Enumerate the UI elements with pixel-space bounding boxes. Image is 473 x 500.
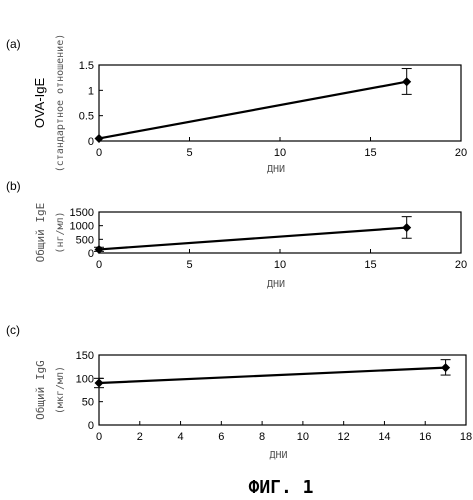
panel-1-xtick-label: 20 <box>455 147 467 159</box>
panel-3-ytick-label: 50 <box>82 397 94 409</box>
panel-2-ylabel-units: (нг/мл) <box>55 211 66 253</box>
panel-3-xtick-label: 2 <box>137 431 143 443</box>
panel-2-data-point <box>402 223 412 233</box>
panel-2-data-point <box>94 244 104 254</box>
panel-3-xtick-label: 10 <box>297 431 309 443</box>
panel-1-label: (a) <box>6 37 21 51</box>
panel-3-xtick-label: 4 <box>177 431 183 443</box>
panel-3-xtick-label: 16 <box>419 431 431 443</box>
panel-2-ylabel: Общий IgE <box>34 203 47 263</box>
panel-3-xlabel: ДНИ <box>269 450 287 461</box>
panel-1-data-point <box>402 77 412 87</box>
panel-2-series-line <box>98 226 407 251</box>
panel-3-label: (c) <box>6 323 20 337</box>
panel-3-xtick-label: 0 <box>96 431 102 443</box>
panel-3-data-point <box>441 363 451 373</box>
panel-3-xtick-label: 12 <box>338 431 350 443</box>
panel-3-xtick-label: 8 <box>259 431 265 443</box>
panel-2-xtick-label: 20 <box>455 259 467 271</box>
panel-1-data-point <box>94 133 104 143</box>
panel-1-ytick-label: 1 <box>88 85 94 97</box>
panel-2-ytick-label: 1500 <box>70 207 94 219</box>
panel-3-frame <box>98 354 467 426</box>
panel-2-ytick-label: 0 <box>88 248 94 260</box>
panel-1-xtick-label: 15 <box>364 147 376 159</box>
panel-2-ytick-label: 500 <box>76 234 94 246</box>
panel-1-ylabel: OVA-IgE <box>32 78 47 129</box>
panel-1-xlabel: ДНИ <box>267 164 285 175</box>
panel-1-ytick-label: 0 <box>88 136 94 148</box>
panel-1-xtick-label: 0 <box>96 147 102 159</box>
panel-2-xtick-label: 0 <box>96 259 102 271</box>
panel-3-xtick-label: 6 <box>218 431 224 443</box>
panel-3-ytick-label: 100 <box>76 373 94 385</box>
panel-3-data-point <box>94 378 104 388</box>
panel-3-ytick-label: 150 <box>76 350 94 362</box>
panel-2-xtick-label: 10 <box>274 259 286 271</box>
panel-3-ylabel-units: (мкг/мл) <box>55 366 66 414</box>
panel-3-series-line <box>98 366 446 385</box>
panel-1-series-line <box>98 80 407 140</box>
panel-3-xtick-label: 18 <box>460 431 472 443</box>
panel-1-xtick-label: 10 <box>274 147 286 159</box>
panel-3-ylabel: Общий IgG <box>34 360 47 420</box>
panel-2-xtick-label: 15 <box>364 259 376 271</box>
figure-caption: ФИГ. 1 <box>248 477 313 498</box>
panel-1-ylabel-units: (стандартное отношение) <box>55 34 66 172</box>
panel-1-ytick-label: 1.5 <box>79 60 94 72</box>
panel-3-xtick-label: 14 <box>378 431 390 443</box>
panel-2-label: (b) <box>6 179 21 193</box>
panel-3-ytick-label: 0 <box>88 420 94 432</box>
panel-2-ytick-label: 1000 <box>70 221 94 233</box>
panel-2-xtick-label: 5 <box>186 259 192 271</box>
panel-1-xtick-label: 5 <box>186 147 192 159</box>
panel-1-ytick-label: 0.5 <box>79 111 94 123</box>
panel-2-xlabel: ДНИ <box>267 279 285 290</box>
